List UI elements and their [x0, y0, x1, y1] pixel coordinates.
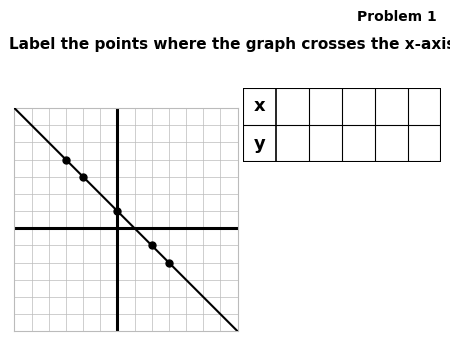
Text: Label the points where the graph crosses the x-axis.: Label the points where the graph crosses… [9, 37, 450, 52]
Text: Problem 1: Problem 1 [357, 10, 436, 24]
Text: x: x [254, 97, 266, 116]
Text: y: y [254, 135, 266, 153]
